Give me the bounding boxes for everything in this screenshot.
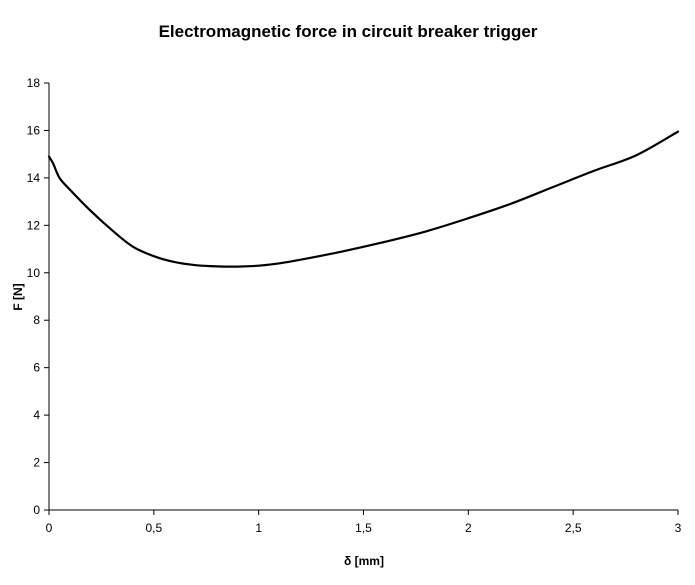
plot-area xyxy=(47,130,680,268)
x-tick-label: 2,5 xyxy=(565,521,582,535)
x-axis: 0 0,5 1 1,5 2 2,5 3 xyxy=(46,509,682,535)
y-tick-label: 4 xyxy=(33,408,40,422)
y-tick-label: 2 xyxy=(33,456,40,470)
y-axis: 0 2 4 6 8 10 12 14 16 18 xyxy=(27,76,50,517)
x-tick-label: 0 xyxy=(46,521,53,535)
y-tick-label: 16 xyxy=(27,123,41,137)
chart-title: Electromagnetic force in circuit breaker… xyxy=(159,22,538,41)
y-tick-label: 12 xyxy=(27,218,41,232)
y-tick-label: 18 xyxy=(27,76,41,90)
x-tick-label: 0,5 xyxy=(145,521,162,535)
x-tick-label: 1,5 xyxy=(355,521,372,535)
x-axis-label: δ [mm] xyxy=(344,554,384,568)
y-tick-label: 10 xyxy=(27,266,41,280)
y-axis-label: F [N] xyxy=(11,283,25,310)
y-tick-label: 0 xyxy=(33,503,40,517)
y-tick-label: 14 xyxy=(27,171,41,185)
y-tick-label: 8 xyxy=(33,313,40,327)
x-tick-label: 1 xyxy=(255,521,262,535)
y-tick-label: 6 xyxy=(33,361,40,375)
x-tick-label: 2 xyxy=(465,521,472,535)
x-tick-label: 3 xyxy=(675,521,682,535)
force-curve-line xyxy=(47,130,680,268)
